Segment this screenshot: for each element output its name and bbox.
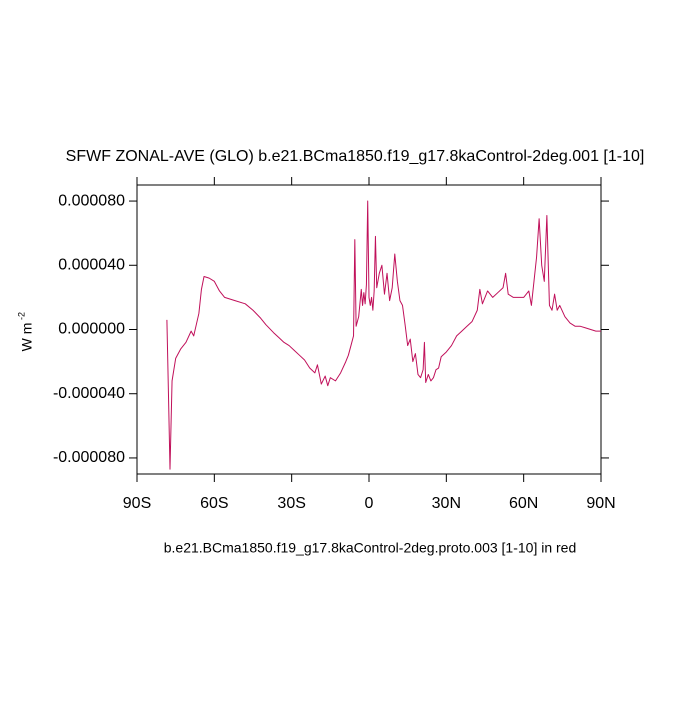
- x-tick-label: 60S: [200, 495, 228, 512]
- y-tick-label: -0.000040: [53, 385, 125, 402]
- x-tick-label: 90N: [586, 495, 615, 512]
- y-tick-label: -0.000080: [53, 449, 125, 466]
- y-tick-label: 0.000000: [58, 321, 125, 338]
- y-tick-label: 0.000040: [58, 256, 125, 273]
- x-tick-label: 60N: [509, 495, 538, 512]
- x-axis-label: b.e21.BCma1850.f19_g17.8kaControl-2deg.p…: [164, 540, 577, 556]
- y-axis-label-group: W m -2: [16, 312, 34, 351]
- data-line: [166, 200, 601, 470]
- x-tick-label: 30N: [432, 495, 461, 512]
- y-tick-label: 0.000080: [58, 192, 125, 209]
- x-tick-label: 90S: [123, 495, 151, 512]
- x-tick-label: 30S: [277, 495, 305, 512]
- y-axis-label: W m: [19, 323, 35, 352]
- chart-title: SFWF ZONAL-AVE (GLO) b.e21.BCma1850.f19_…: [66, 148, 645, 165]
- y-axis-label-exponent: -2: [16, 312, 26, 320]
- x-tick-label: 0: [365, 495, 374, 512]
